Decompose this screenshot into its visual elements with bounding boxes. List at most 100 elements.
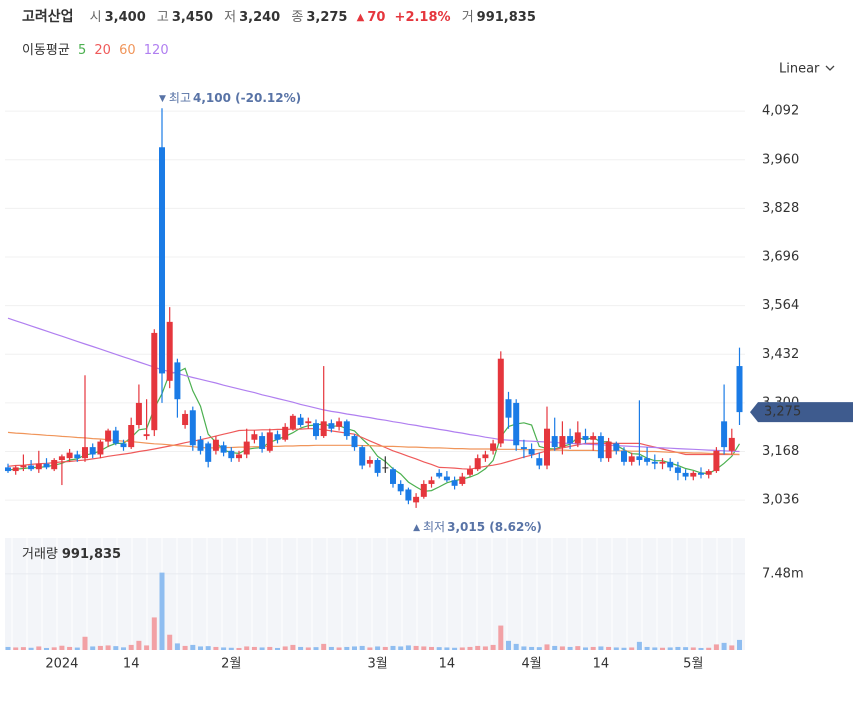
candle-body (366, 460, 373, 464)
x-tick-label: 3월 (367, 657, 387, 672)
candle-body (436, 472, 443, 477)
volume-bar (621, 647, 627, 650)
candle-body (713, 450, 720, 472)
stock-name: 고려산업 (22, 8, 74, 25)
candle-body (313, 423, 319, 437)
candle-body (698, 472, 704, 475)
candle-body (89, 447, 96, 455)
header-value: 3,275 (306, 10, 347, 25)
candle-body (736, 366, 743, 413)
volume-bar (429, 646, 434, 650)
candle-body (328, 423, 335, 429)
volume-bar (552, 645, 558, 650)
volume-bar (452, 647, 458, 650)
volume-bar (221, 647, 227, 650)
change: 70 (367, 10, 385, 25)
volume-bar (352, 646, 357, 650)
candle-body (182, 413, 189, 426)
candle-body (451, 480, 458, 486)
volume-panel (5, 538, 745, 650)
candle-body (705, 471, 712, 475)
x-tick-label: 4월 (521, 657, 541, 672)
candle-body (682, 472, 689, 477)
candle-body (520, 447, 527, 449)
volume-bar (97, 645, 103, 650)
volume-bar (590, 646, 596, 650)
candle-body (43, 463, 50, 468)
volume-bar (613, 647, 619, 650)
volume-bar (275, 647, 280, 650)
candle-body (74, 454, 81, 459)
volume-value: 991,835 (62, 547, 121, 562)
moving-average (7, 428, 740, 470)
chevron[interactable] (825, 65, 835, 71)
volume-bar (683, 647, 689, 650)
volume-bar (652, 647, 658, 650)
candle-body (66, 452, 73, 459)
volume-bar (706, 647, 712, 650)
candle-body (151, 332, 158, 431)
y-tick-label: 3,828 (762, 201, 799, 216)
volume-bar (228, 647, 234, 650)
candle-body (159, 147, 165, 374)
volume-bar (698, 647, 704, 650)
price-tag (750, 402, 853, 423)
y-tick-label: 3,564 (762, 298, 799, 313)
candle-body (567, 436, 574, 444)
volume-bar (559, 646, 565, 650)
volume-bar (90, 646, 96, 650)
volume-bar (13, 647, 19, 650)
candle-body (266, 432, 273, 451)
volume-bar (482, 646, 488, 650)
volume-bar (159, 572, 165, 650)
candle-body (636, 456, 643, 461)
volume-bar (344, 646, 350, 650)
volume-bar (421, 646, 427, 650)
volume-bar (390, 645, 396, 650)
volume-bar (298, 646, 304, 650)
candle-body (574, 432, 581, 444)
candle-body (120, 443, 127, 448)
x-tick-label: 5월 (683, 657, 703, 672)
candle-body (582, 436, 589, 440)
candle-body (690, 472, 697, 477)
annotation-text: 4,100 (-20.12%) (193, 91, 301, 105)
candle-body (667, 461, 674, 468)
volume-bar (328, 646, 334, 650)
header-label: 종 (291, 10, 303, 25)
candle-body (413, 496, 420, 503)
volume-bar (636, 641, 642, 650)
volume-bar (336, 647, 342, 650)
candle-body (205, 443, 212, 462)
volume-bar (20, 647, 26, 650)
candle-body (274, 434, 281, 440)
candle-body (305, 421, 312, 424)
volume-bar (5, 646, 11, 650)
volume-bar (521, 646, 527, 650)
candle-body (336, 421, 343, 427)
candle-body (528, 448, 535, 455)
candle-body (443, 476, 450, 481)
candle-body (282, 426, 289, 440)
candle-body (621, 450, 627, 462)
candle-body (320, 421, 327, 437)
candle-body (143, 434, 150, 437)
volume-bar (44, 647, 49, 650)
candle-body (490, 443, 497, 451)
x-tick-label: 14 (439, 657, 456, 672)
candle-body (651, 461, 658, 464)
header: 고려산업 시 3,400 고 3,450 저 3,240 종 3,275 ▲ 70 +2.… (22, 8, 536, 25)
y-tick-label: 3,432 (762, 347, 799, 362)
candle-body (5, 467, 11, 472)
volume-bar (721, 642, 727, 650)
y-tick-label: 3,960 (762, 152, 799, 167)
candle-body (135, 402, 142, 426)
volume-bar (290, 644, 296, 650)
volume-bar (144, 645, 150, 650)
scale-toggle[interactable]: Linear (779, 62, 835, 77)
annotation-label: 최저 (423, 519, 445, 533)
volume-bar (136, 640, 142, 650)
volume-bar (575, 646, 581, 650)
candle-body (220, 445, 227, 453)
scale-label[interactable]: Linear (779, 62, 820, 77)
